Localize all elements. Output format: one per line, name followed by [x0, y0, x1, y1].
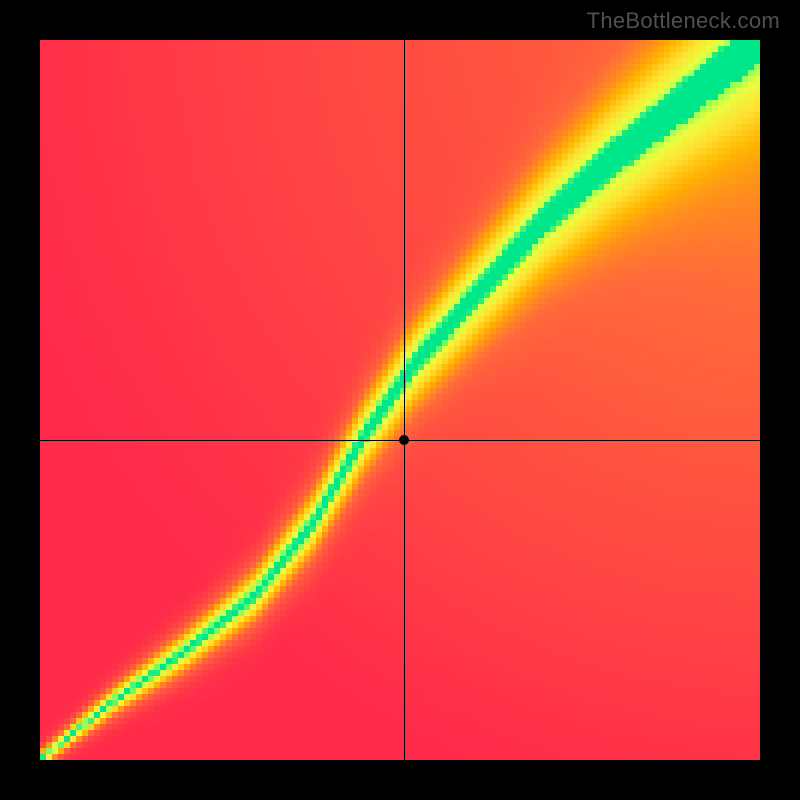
watermark-text: TheBottleneck.com: [587, 8, 780, 34]
heatmap-canvas: [40, 40, 760, 760]
bottleneck-heatmap: [40, 40, 760, 760]
crosshair-vertical: [404, 40, 405, 760]
data-point-marker: [399, 435, 409, 445]
